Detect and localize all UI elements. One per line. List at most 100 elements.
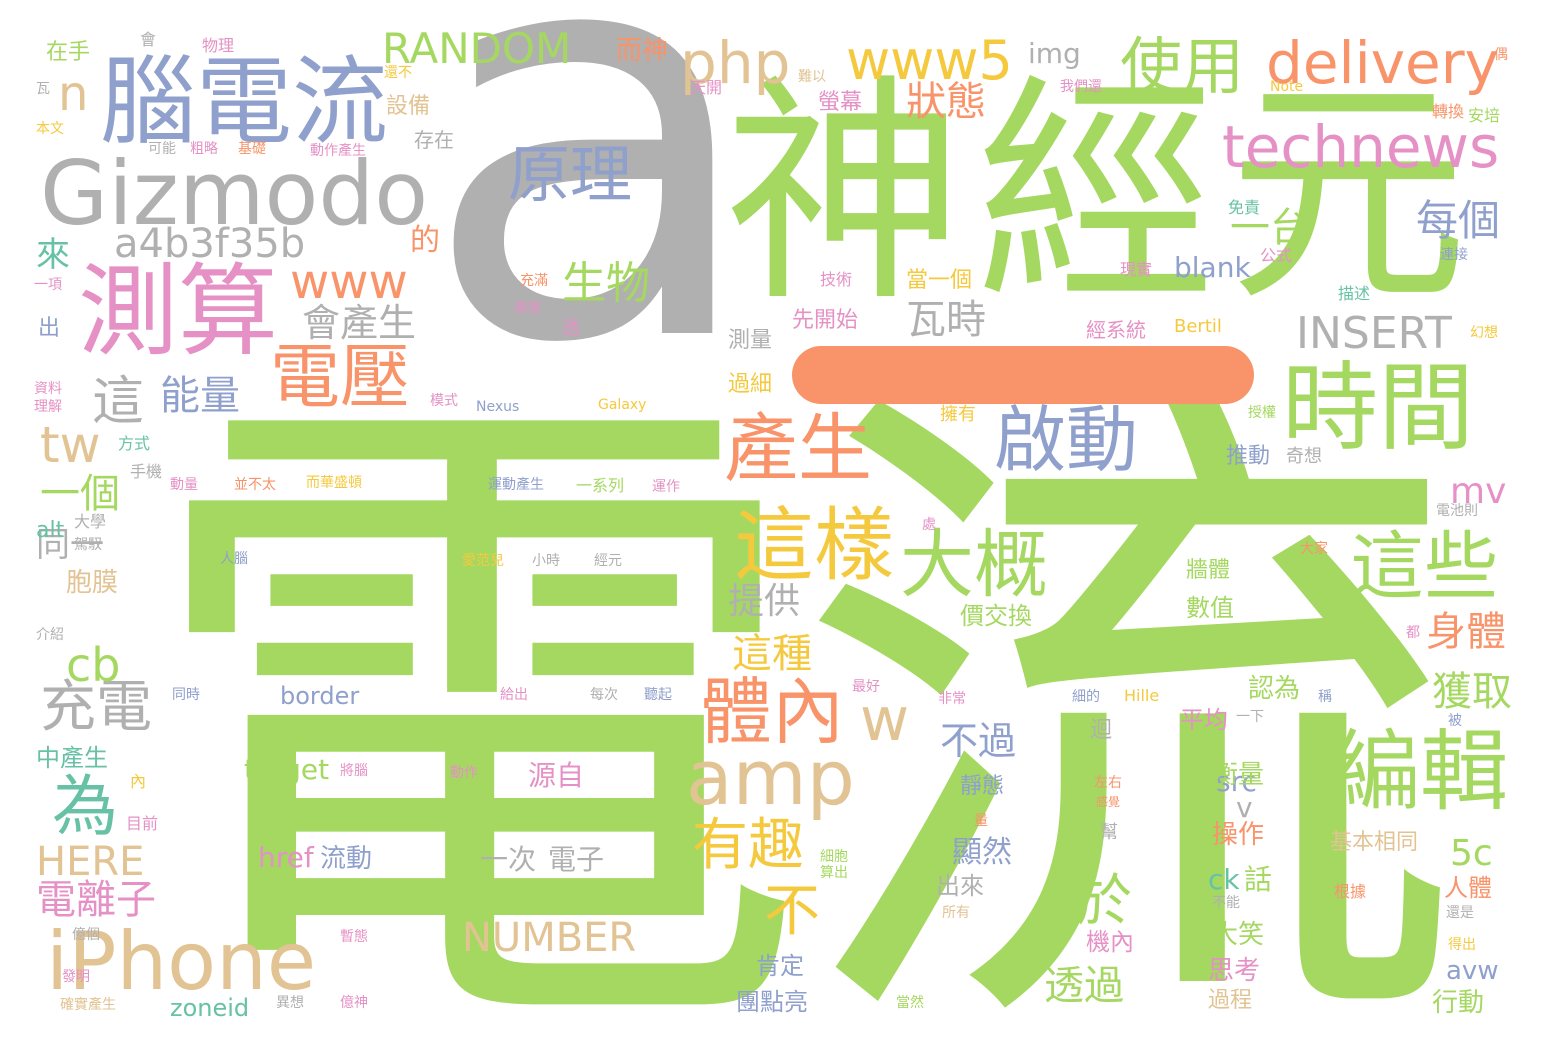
cloud-word-queshi: 確實產生 bbox=[60, 997, 116, 1013]
cloud-word-src: src bbox=[1216, 765, 1257, 798]
cloud-word-feichang: 非常 bbox=[938, 691, 966, 707]
cloud-word-rennao: 人腦 bbox=[220, 551, 248, 567]
cloud-word-hille: Hille bbox=[1124, 686, 1160, 705]
cloud-word-dianzi: 電子 bbox=[548, 843, 605, 876]
cloud-word-zhehuan: 轉換 bbox=[1432, 102, 1465, 121]
cloud-word-hui2: 會 bbox=[140, 30, 157, 49]
cloud-word-jing: 經 bbox=[976, 54, 1217, 334]
cloud-word-huichansheng: 會產生 bbox=[302, 301, 417, 345]
cloud-word-blank: blank bbox=[1174, 251, 1251, 284]
cloud-word-c5: 5c bbox=[1450, 833, 1493, 874]
cloud-word-avw: avw bbox=[1446, 956, 1499, 986]
cloud-word-jieshao: 介紹 bbox=[36, 627, 64, 643]
cloud-word-bingbutai: 並不太 bbox=[234, 477, 276, 493]
cloud-word-yuan: 元 bbox=[1228, 54, 1469, 334]
cloud-word-ziliao: 資料 bbox=[34, 381, 62, 397]
cloud-word-qiangti: 牆體 bbox=[1186, 558, 1231, 583]
cloud-word-bang: 幫 bbox=[1100, 822, 1118, 843]
cloud-word-cheng: 稱 bbox=[1318, 689, 1332, 705]
cloud-word-bianji: 編輯 bbox=[1332, 720, 1509, 823]
cloud-word-xuejia: 學家 bbox=[514, 301, 542, 317]
cloud-word-genju: 根據 bbox=[1334, 882, 1367, 901]
cloud-word-qidong: 啟動 bbox=[994, 398, 1139, 482]
cloud-word-wei: 為 bbox=[52, 768, 118, 845]
cloud-word-laihuo: 來 bbox=[36, 235, 70, 275]
cloud-word-miaoshu: 描述 bbox=[1338, 284, 1371, 303]
cloud-word-zuoyou: 左右 bbox=[1094, 775, 1122, 791]
cloud-word-cunzai: 存在 bbox=[414, 128, 454, 152]
cloud-word-yundongchansheng: 運動產生 bbox=[488, 477, 544, 493]
cloud-word-tongshi: 同時 bbox=[172, 687, 200, 703]
cloud-word-yige2: 億個 bbox=[72, 927, 100, 943]
cloud-word-zhezhong: 這種 bbox=[732, 631, 812, 677]
cloud-word-random: RANDOM bbox=[382, 24, 572, 73]
cloud-word-www5: www5 bbox=[846, 29, 1013, 92]
cloud-word-xingdong: 行動 bbox=[1432, 988, 1485, 1018]
cloud-word-buguo: 不過 bbox=[940, 719, 1017, 763]
cloud-word-mianze: 免責 bbox=[1228, 198, 1261, 217]
cloud-word-fangshi: 方式 bbox=[118, 434, 151, 453]
cloud-word-toguo: 透過 bbox=[1044, 963, 1124, 1009]
cloud-word-gizmodo: Gizmodo bbox=[40, 142, 429, 245]
cloud-word-alt: alt bbox=[36, 518, 65, 543]
cloud-word-a: a bbox=[420, 0, 764, 466]
cloud-word-jiaohuan: 價交換 bbox=[960, 602, 1032, 630]
cloud-word-w: w bbox=[860, 685, 910, 755]
cloud-word-jiben: 基本相同 bbox=[1330, 830, 1419, 855]
cloud-word-yitai: 一台 bbox=[1230, 205, 1310, 251]
cloud-word-yunzuo: 運作 bbox=[652, 479, 680, 495]
cloud-word-chongdian: 充電 bbox=[40, 675, 152, 740]
cloud-word-jingwang: 胞膜 bbox=[66, 568, 119, 598]
cloud-word-yu: 於 bbox=[1076, 869, 1132, 934]
cloud-word-nengliang: 能量 bbox=[160, 373, 240, 419]
cloud-word-suoyou: 所有 bbox=[942, 905, 970, 921]
cloud-word-liu: 流 bbox=[792, 333, 1464, 1052]
cloud-word-buneng: 不能 bbox=[1212, 895, 1240, 911]
cloud-word-kenegn: 可能 bbox=[148, 141, 176, 157]
cloud-word-tinei: 體內 bbox=[700, 670, 845, 754]
cloud-word-yishen: 億神 bbox=[340, 995, 368, 1011]
cloud-word-zoneid: zoneid bbox=[170, 994, 250, 1022]
cloud-word-yingmu: 螢幕 bbox=[818, 90, 863, 115]
cloud-word-zhexie: 這些 bbox=[1350, 524, 1498, 610]
cloud-word-tw: tw bbox=[40, 416, 101, 474]
cloud-word-benwen: 本文 bbox=[36, 121, 64, 137]
cloud-word-img: img bbox=[1028, 37, 1081, 70]
cloud-word-yixiang2: 異想 bbox=[276, 995, 304, 1011]
cloud-word-cb: cb bbox=[66, 638, 121, 692]
cloud-word-yi bbox=[792, 346, 1254, 404]
cloud-word-zhenti: 的 bbox=[410, 223, 440, 258]
cloud-word-tuidong: 推動 bbox=[1226, 444, 1271, 469]
cloud-word-chulai: 出來 bbox=[936, 872, 984, 900]
cloud-word-zhongchansheng: 中產生 bbox=[36, 744, 108, 772]
cloud-word-zuihao: 最好 bbox=[852, 679, 880, 695]
cloud-word-number: NUMBER bbox=[462, 915, 637, 961]
cloud-word-kending: 肯定 bbox=[756, 952, 804, 980]
cloud-word-pingjun: 平均 bbox=[1180, 706, 1228, 734]
cloud-word-jiangnao: 將腦 bbox=[340, 763, 368, 779]
cloud-word-moshi: 模式 bbox=[430, 393, 458, 409]
cloud-word-xianran: 顯然 bbox=[952, 835, 1012, 870]
cloud-word-dangyige: 當一個 bbox=[906, 268, 973, 293]
cloud-word-dian: 電 bbox=[138, 333, 810, 1052]
cloud-word-technews: technews bbox=[1222, 113, 1500, 181]
cloud-word-yongyou: 擁有 bbox=[940, 404, 976, 425]
cloud-word-yixia: 一下 bbox=[1236, 709, 1264, 725]
cloud-word-women: 我們還 bbox=[1060, 79, 1102, 95]
cloud-word-bu: 不 bbox=[764, 879, 820, 944]
cloud-word-yici: 一次 bbox=[480, 843, 537, 876]
cloud-word-geichu: 給出 bbox=[500, 687, 528, 703]
cloud-word-huanbu: 還不 bbox=[384, 65, 412, 81]
cloud-word-xianshi: 現實 bbox=[1120, 260, 1153, 279]
cloud-word-sikao: 思考 bbox=[1208, 956, 1261, 986]
cloud-word-hua: 話 bbox=[1244, 863, 1273, 896]
cloud-word-xidi: 細的 bbox=[1072, 689, 1100, 705]
cloud-word-qixiang: 奇想 bbox=[1286, 446, 1322, 467]
cloud-word-yixiang: 一項 bbox=[34, 277, 62, 293]
cloud-word-dangran: 當然 bbox=[896, 995, 924, 1011]
cloud-word-haishi: 還是 bbox=[1446, 905, 1474, 921]
cloud-word-dagai: 大概 bbox=[900, 522, 1048, 608]
cloud-word-faming: 發明 bbox=[62, 969, 90, 985]
cloud-word-jingyuan: 經元 bbox=[594, 553, 622, 569]
cloud-word-tongyi: 同一 bbox=[36, 525, 104, 565]
